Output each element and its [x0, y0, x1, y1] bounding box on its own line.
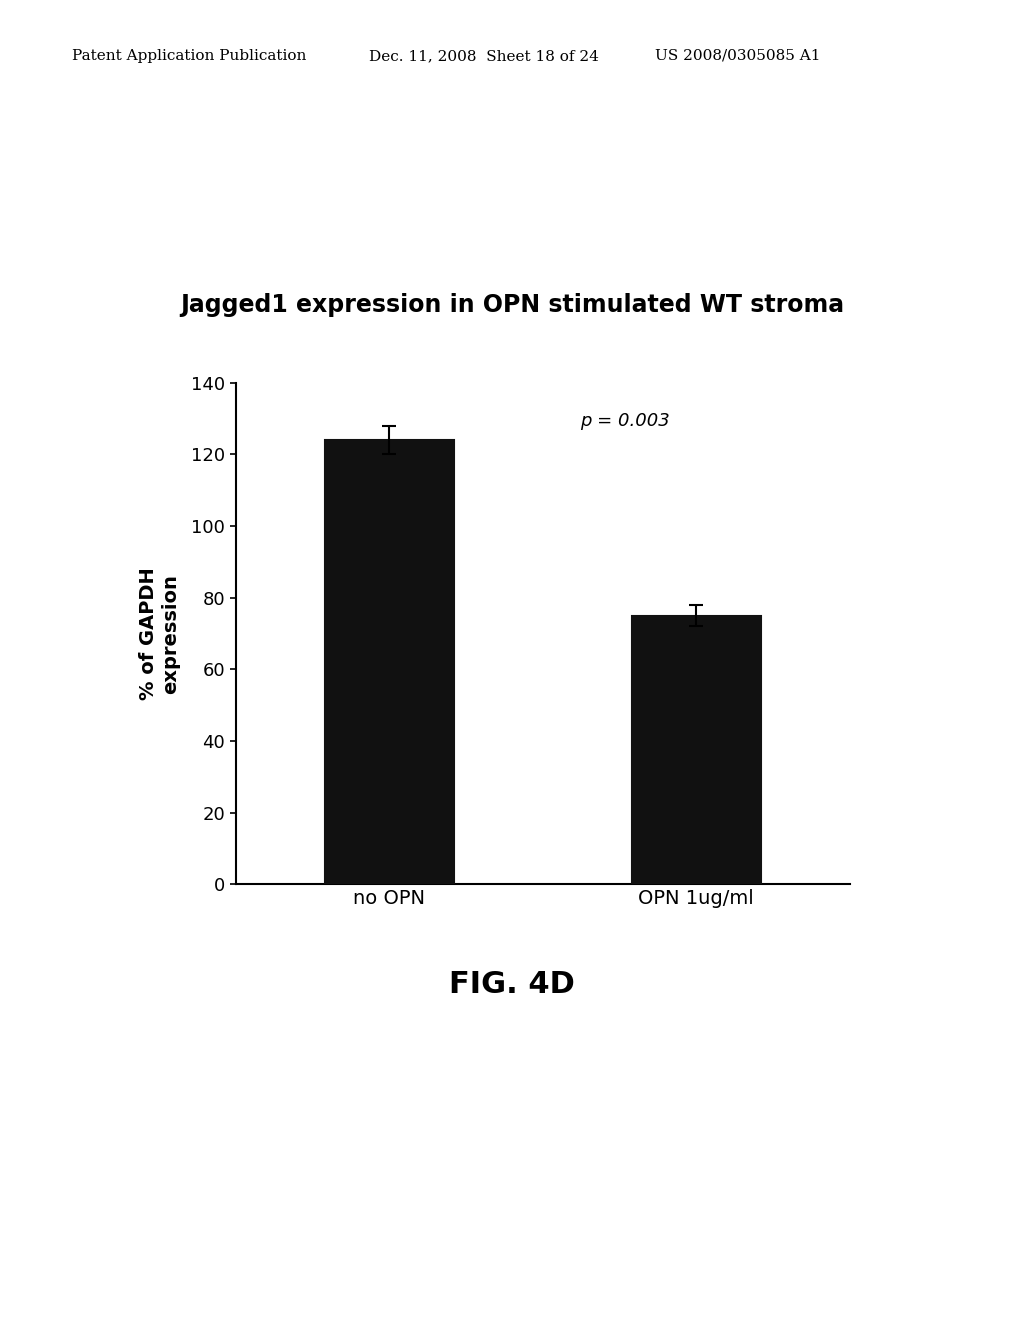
Text: Patent Application Publication: Patent Application Publication	[72, 49, 306, 63]
Text: US 2008/0305085 A1: US 2008/0305085 A1	[655, 49, 821, 63]
Text: Jagged1 expression in OPN stimulated WT stroma: Jagged1 expression in OPN stimulated WT …	[180, 293, 844, 317]
Y-axis label: % of GAPDH
expression: % of GAPDH expression	[139, 568, 180, 700]
Bar	[632, 615, 761, 884]
Text: Dec. 11, 2008  Sheet 18 of 24: Dec. 11, 2008 Sheet 18 of 24	[369, 49, 598, 63]
Bar	[325, 440, 454, 884]
Text: p = 0.003: p = 0.003	[580, 412, 670, 430]
Text: FIG. 4D: FIG. 4D	[450, 970, 574, 999]
